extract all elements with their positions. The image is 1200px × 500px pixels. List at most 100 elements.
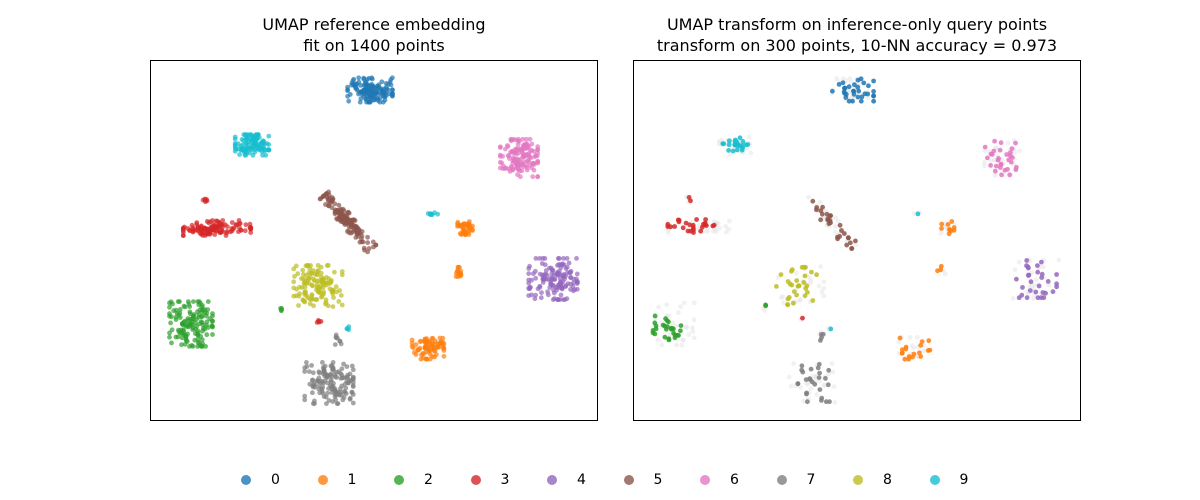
scatter-point-class-7: [322, 371, 328, 376]
scatter-point-class-7: [335, 401, 341, 406]
scatter-point-class-8: [336, 299, 342, 304]
reference-point-7: [826, 371, 832, 377]
reference-point-8: [821, 293, 827, 299]
scatter-point-class-2: [664, 318, 670, 323]
reference-point-2: [676, 310, 681, 316]
scatter-point-class-8: [299, 285, 305, 290]
scatter-point-class-5: [848, 240, 853, 246]
legend-label-5: 5: [653, 472, 663, 488]
scatter-point-class-2: [176, 329, 182, 335]
reference-point-7: [830, 369, 836, 375]
legend-item-8: 8: [853, 468, 913, 492]
scatter-point-class-7: [817, 387, 823, 392]
scatter-point-class-5: [837, 222, 843, 228]
scatter-point-class-2: [179, 342, 184, 348]
scatter-point-class-3: [238, 227, 244, 233]
scatter-point-class-8: [310, 283, 316, 289]
scatter-point-class-3: [208, 227, 214, 232]
scatter-point-class-8: [328, 279, 334, 284]
legend-item-9: 9: [929, 468, 990, 492]
scatter-point-class-9: [242, 152, 248, 158]
reference-point-3: [724, 229, 729, 235]
scatter-point-class-6: [982, 144, 988, 150]
scatter-point-class-4: [563, 266, 569, 271]
scatter-point-class-7: [328, 371, 334, 377]
scatter-point-class-8: [332, 269, 337, 275]
scatter-point-class-9: [740, 139, 746, 144]
legend-swatch-9: [929, 475, 940, 485]
scatter-point-class-0: [371, 97, 377, 103]
scatter-point-class-7: [809, 379, 815, 385]
scatter-point-class-5: [321, 193, 327, 199]
scatter-point-class-5: [366, 246, 372, 251]
scatter-point-class-4: [555, 263, 560, 268]
scatter-point-class-5: [825, 217, 831, 223]
scatter-point-class-2: [195, 328, 201, 334]
reference-point-1: [909, 343, 915, 349]
scatter-point-class-4: [564, 256, 570, 261]
legend-label-9: 9: [959, 472, 969, 488]
reference-point-7: [814, 392, 820, 397]
scatter-point-class-4: [1025, 264, 1031, 270]
reference-point-5: [853, 242, 859, 248]
scatter-point-class-3: [680, 225, 686, 231]
scatter-point-class-4: [1039, 275, 1045, 280]
scatter-point-class-8: [291, 285, 297, 291]
scatter-point-class-4: [549, 270, 555, 276]
scatter-point-class-6: [1007, 172, 1012, 178]
scatter-point-class-8: [805, 290, 810, 295]
scatter-point-class-0: [370, 83, 376, 89]
scatter-point-class-7: [339, 366, 345, 372]
reference-point-9: [746, 134, 752, 140]
scatter-point-class-4: [1014, 276, 1019, 282]
scatter-point-class-6: [531, 162, 537, 167]
scatter-point-class-0: [856, 88, 862, 94]
scatter-point-class-7: [302, 393, 308, 399]
scatter-point-class-4: [566, 260, 572, 266]
scatter-point-class-1: [458, 232, 464, 237]
scatter-point-class-4: [526, 266, 532, 271]
scatter-point-class-9: [730, 148, 736, 154]
scatter-point-class-4: [1050, 289, 1056, 295]
scatter-point-class-8: [774, 284, 779, 289]
scatter-point-class-1: [949, 219, 955, 224]
scatter-point-class-5: [828, 213, 833, 219]
scatter-point-class-4: [574, 271, 580, 277]
scatter-point-class-2: [168, 299, 174, 305]
scatter-point-class-6: [1006, 157, 1012, 163]
scatter-point-class-3: [703, 217, 708, 222]
scatter-point-class-0: [871, 98, 876, 104]
scatter-point-class-8: [310, 268, 316, 273]
scatter-point-class-4: [1027, 288, 1033, 293]
scatter-point-class-5: [356, 227, 362, 233]
scatter-point-class-4: [555, 297, 561, 302]
scatter-point-class-4: [1028, 279, 1034, 285]
scatter-point-class-7: [332, 342, 338, 347]
reference-point-4: [1012, 267, 1018, 273]
reference-point-4: [1056, 257, 1062, 263]
scatter-point-class-0: [866, 83, 871, 89]
scatter-point-class-2: [652, 320, 658, 326]
scatter-point-class-6: [996, 156, 1001, 161]
scatter-point-class-5: [348, 221, 353, 227]
scatter-point-class-0: [380, 89, 386, 95]
reference-point-3: [723, 224, 729, 229]
scatter-point-class-8: [802, 273, 808, 279]
scatter-point-class-0: [861, 80, 867, 86]
scatter-point-class-8: [787, 281, 793, 287]
scatter-point-class-6: [523, 136, 529, 142]
scatter-point-class-2: [176, 312, 182, 318]
scatter-point-class-2: [198, 300, 203, 306]
scatter-point-class-8: [314, 272, 320, 278]
scatter-point-class-4: [542, 262, 548, 268]
scatter-point-class-4: [1033, 289, 1039, 295]
scatter-point-class-2: [167, 334, 172, 340]
scatter-point-class-8: [316, 289, 322, 295]
scatter-point-class-0: [387, 79, 393, 85]
scatter-point-class-0: [859, 94, 865, 100]
scatter-point-class-7: [826, 367, 832, 373]
scatter-point-class-2: [672, 332, 678, 338]
scatter-point-class-9: [252, 149, 258, 155]
reference-point-7: [801, 398, 807, 404]
scatter-point-class-7: [324, 401, 329, 406]
